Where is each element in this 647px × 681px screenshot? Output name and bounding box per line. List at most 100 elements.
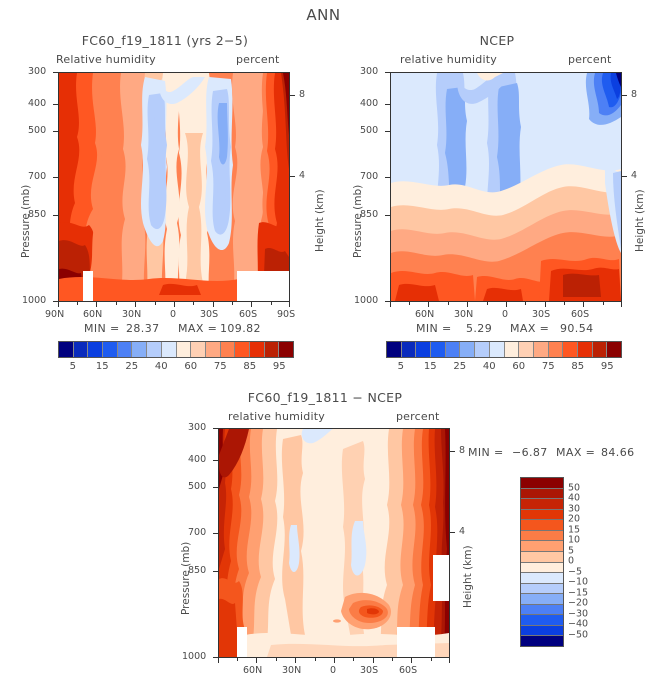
colorbar-cell <box>235 342 250 357</box>
panel-difference-ytick-5: 1000 <box>182 651 207 662</box>
colorbar-cell <box>147 342 162 357</box>
colorbar-model[interactable]: 5 15 25 40 60 75 85 95 <box>58 341 294 375</box>
panel-model-plot-area[interactable] <box>58 72 290 302</box>
colorbar-tick-label: 5 <box>69 361 76 372</box>
panel-difference-variable-label: relative humidity <box>228 410 325 423</box>
colorbar-cell <box>88 342 104 357</box>
panel-model-xtick-5: 60S <box>239 309 258 320</box>
colorbar-tick-label: 10 <box>568 534 581 546</box>
colorbar-obs[interactable]: 5 15 25 40 60 75 85 95 <box>386 341 622 375</box>
colorbar-difference[interactable]: 50 40 30 20 15 10 5 0 −5 −10 −15 −20 −30 −40 −50 <box>520 477 588 647</box>
panel-difference-unit-label: percent <box>396 410 440 423</box>
colorbar-cell <box>521 615 563 626</box>
colorbar-cell <box>521 604 563 616</box>
panel-model-unit-label: percent <box>236 53 280 66</box>
colorbar-cell <box>401 342 417 357</box>
panel-obs-max-label: MAX = <box>510 322 550 335</box>
colorbar-tick-label: 20 <box>568 513 581 525</box>
panel-obs-y2-axis-label: Height (km) <box>634 189 646 252</box>
colorbar-tick-label: −15 <box>568 586 589 598</box>
panel-difference-xtick-3: 30S <box>360 665 379 676</box>
panel-difference-min-label: MIN = <box>468 446 504 459</box>
colorbar-cell <box>117 342 133 357</box>
colorbar-cell <box>577 342 593 357</box>
panel-model-xtick-0: 90N <box>45 309 65 320</box>
panel-model-xtick-1: 60N <box>83 309 103 320</box>
panel-model-xtick-2: 30N <box>122 309 142 320</box>
panel-model-min-label: MIN = <box>84 322 120 335</box>
colorbar-cell <box>521 562 563 574</box>
panel-difference-y2tick-1: 4 <box>459 526 466 537</box>
colorbar-tick-label: −30 <box>568 607 589 619</box>
colorbar-cell <box>592 342 608 357</box>
colorbar-cell <box>445 342 461 357</box>
panel-model-xtick-3: 0 <box>170 309 177 320</box>
colorbar-cell <box>387 342 402 357</box>
panel-difference-xtick-2: 0 <box>330 665 337 676</box>
colorbar-tick-label: −50 <box>568 628 589 640</box>
colorbar-tick-label: 40 <box>154 361 168 372</box>
panel-obs-xtick-3: 30S <box>532 309 551 320</box>
panel-difference-ytick-4: 850 <box>188 565 207 576</box>
colorbar-cell <box>264 342 280 357</box>
colorbar-cell <box>521 636 563 646</box>
panel-obs-ytick-2: 500 <box>360 125 379 136</box>
panel-obs-variable-label: relative humidity <box>400 53 497 66</box>
colorbar-cell <box>205 342 221 357</box>
colorbar-tick-label: 15 <box>568 523 581 535</box>
colorbar-cell <box>59 342 74 357</box>
colorbar-tick-label: 25 <box>453 361 467 372</box>
colorbar-cell <box>475 342 490 357</box>
colorbar-cell <box>521 551 563 563</box>
panel-obs-xtick-1: 30N <box>454 309 474 320</box>
colorbar-tick-label: −10 <box>568 576 589 588</box>
panel-model-max-value: 109.82 <box>220 322 261 335</box>
colorbar-tick-label: 75 <box>541 361 555 372</box>
panel-model-y2-axis-label: Height (km) <box>314 189 326 252</box>
panel-obs-min-label: MIN = <box>416 322 452 335</box>
colorbar-cell <box>533 342 549 357</box>
figure-title: ANN <box>306 6 341 24</box>
colorbar-cell <box>220 342 236 357</box>
colorbar-cell <box>521 573 563 584</box>
panel-model-ytick-5: 1000 <box>22 295 47 306</box>
colorbar-cell <box>607 342 621 357</box>
colorbar-cell <box>521 530 563 542</box>
panel-model-ytick-0: 300 <box>28 66 47 77</box>
colorbar-cell <box>521 509 563 521</box>
colorbar-tick-label: 15 <box>423 361 437 372</box>
colorbar-cell <box>460 342 476 357</box>
colorbar-cell <box>431 342 446 357</box>
panel-difference-ytick-1: 400 <box>188 454 207 465</box>
panel-difference-plot-area[interactable] <box>218 428 450 658</box>
colorbar-cell <box>519 342 534 357</box>
panel-obs-xtick-2: 0 <box>502 309 509 320</box>
panel-difference-y-axis-label: Pressure (mb) <box>180 541 192 615</box>
colorbar-tick-label: 95 <box>272 361 286 372</box>
colorbar-tick-label: 40 <box>568 492 581 504</box>
panel-obs-ytick-4: 850 <box>360 209 379 220</box>
panel-model-ytick-1: 400 <box>28 98 47 109</box>
colorbar-cell <box>504 342 520 357</box>
colorbar-cell <box>521 478 563 489</box>
colorbar-tick-label: 25 <box>125 361 139 372</box>
panel-model-title: FC60_f19_1811 (yrs 2−5) <box>81 33 249 48</box>
panel-obs-ytick-5: 1000 <box>354 295 379 306</box>
panel-obs-title: NCEP <box>479 33 515 48</box>
colorbar-tick-label: −40 <box>568 618 589 630</box>
colorbar-cell <box>548 342 564 357</box>
panel-difference-y2-axis-label: Height (km) <box>462 545 474 608</box>
colorbar-cell <box>563 342 578 357</box>
colorbar-cell <box>521 583 563 595</box>
panel-difference-ytick-3: 700 <box>188 527 207 538</box>
panel-model-variable-label: Relative humidity <box>56 53 156 66</box>
panel-model-y2tick-0: 8 <box>299 89 306 100</box>
panel-difference-max-value: 84.66 <box>601 446 635 459</box>
colorbar-tick-label: 5 <box>397 361 404 372</box>
colorbar-cell <box>279 342 293 357</box>
colorbar-cell <box>521 594 563 605</box>
colorbar-tick-label: −20 <box>568 597 589 609</box>
colorbar-cell <box>521 625 563 637</box>
panel-obs-plot-area[interactable] <box>390 72 622 302</box>
panel-difference-min-value: −6.87 <box>512 446 548 459</box>
